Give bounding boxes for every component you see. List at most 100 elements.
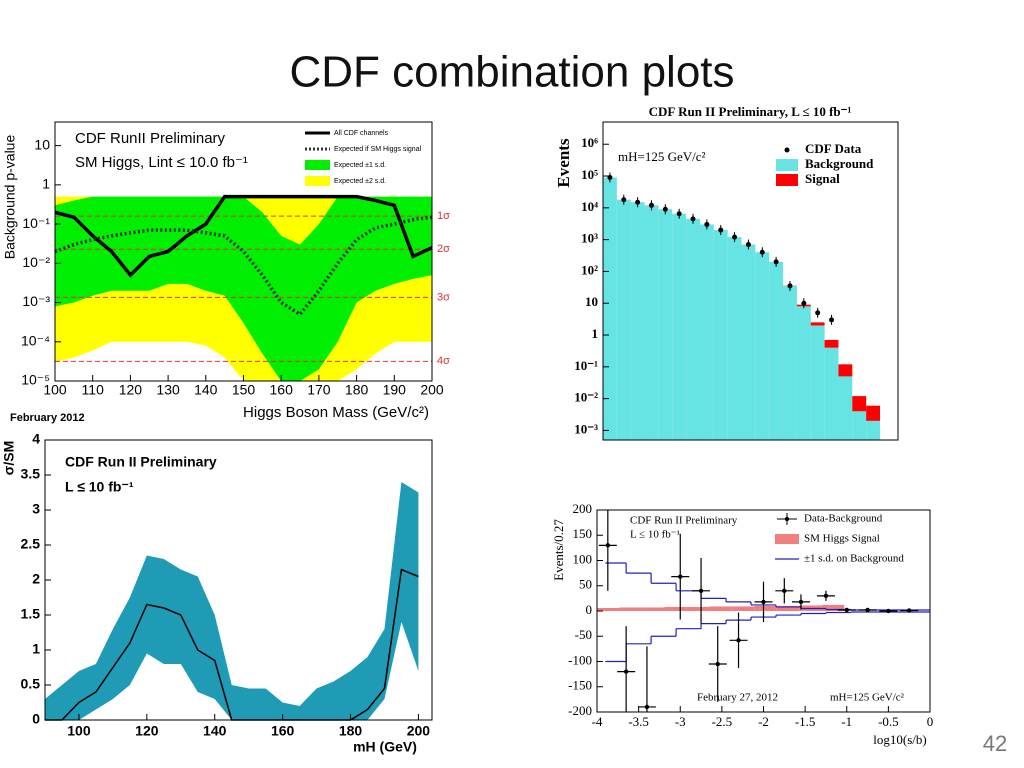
signal-bar	[776, 605, 800, 611]
y-tick-label: 10⁻⁵	[21, 372, 50, 388]
legend-label: Signal	[805, 171, 840, 186]
data-point	[621, 197, 627, 203]
legend-swatch	[776, 159, 798, 171]
y-tick-label: 3	[32, 501, 40, 517]
x-axis-label: Higgs Boson Mass (GeV/c²)	[243, 404, 429, 421]
y-tick-label: 10⁻³	[22, 293, 50, 309]
y-tick-label: 10⁶	[581, 135, 598, 150]
background-bar	[672, 213, 687, 440]
chart-subtitle: L ≤ 10 fb⁻¹	[630, 529, 680, 541]
x-tick-label: 100	[43, 382, 67, 398]
background-bar	[727, 237, 742, 440]
data-point	[798, 599, 804, 605]
annotation: mH=125 GeV/c²	[618, 149, 706, 164]
y-tick-label: 0	[586, 602, 593, 617]
series-line	[54, 194, 433, 278]
background-bar	[616, 199, 631, 440]
x-tick-label: 120	[119, 382, 143, 398]
data-point	[745, 242, 751, 248]
y-tick-label: 1	[32, 641, 40, 657]
background-bar	[713, 230, 728, 440]
y-tick-label: 10⁴	[581, 199, 598, 214]
data-point	[761, 599, 766, 605]
background-bar	[699, 224, 714, 440]
x-axis-label: log10(s/b)	[873, 732, 926, 747]
y-tick-label: 4	[32, 431, 40, 447]
y-tick-label: 200	[573, 501, 593, 516]
x-tick-label: -4	[592, 714, 603, 729]
data-point	[782, 588, 787, 593]
data-point	[801, 300, 807, 306]
limit-band	[45, 482, 419, 720]
data-point	[648, 202, 654, 208]
signal-bar	[810, 322, 825, 326]
signal-bar	[664, 606, 687, 611]
x-tick-label: 200	[407, 723, 431, 739]
legend-marker	[784, 516, 790, 522]
x-tick-label: 100	[67, 723, 91, 739]
background-bar	[769, 261, 784, 440]
x-tick-label: 200	[420, 382, 444, 398]
y-tick-label: 10⁻³	[574, 421, 598, 436]
legend-label: Expected ±2 s.d.	[334, 178, 386, 185]
y-axis-label: Events	[554, 138, 573, 188]
data-point	[906, 608, 912, 613]
signal-bar	[597, 607, 620, 611]
background-bar	[603, 177, 617, 440]
chart-title: CDF RunII Preliminary	[75, 130, 226, 147]
plot-frame	[602, 121, 899, 441]
x-tick-label: 110	[82, 382, 105, 398]
chart-subtitle: L ≤ 10 fb⁻¹	[65, 479, 134, 495]
sigma-label: 4σ	[437, 355, 450, 367]
slide-title: CDF combination plots	[289, 48, 734, 97]
data-point	[759, 249, 765, 255]
signal-bar	[838, 364, 853, 377]
y-axis-label: Background p-value	[2, 135, 18, 260]
sigma-label: 1σ	[437, 210, 450, 222]
y-tick-label: 10²	[581, 262, 598, 277]
x-tick-label: -3.5	[628, 714, 649, 729]
signal-bar	[866, 405, 880, 421]
data-point	[823, 593, 829, 599]
x-tick-label: 130	[156, 382, 180, 398]
y-tick-label: 10⁻²	[22, 254, 50, 270]
legend-swatch	[305, 176, 330, 186]
y-tick-label: 100	[573, 551, 593, 566]
x-tick-label: 140	[194, 382, 218, 398]
page-number: 42	[983, 731, 1007, 756]
y-tick-label: 3.5	[21, 466, 41, 482]
legend-label: Expected if SM Higgs signal	[334, 146, 422, 153]
x-tick-label: -1.5	[795, 714, 816, 729]
background-bar	[866, 420, 880, 440]
data-point	[678, 574, 683, 579]
x-tick-label: -3	[675, 714, 686, 729]
signal-bar	[824, 339, 839, 348]
background-bar	[755, 252, 770, 440]
legend-label: Data-Background	[804, 513, 883, 525]
y-axis-label: σ/SM	[1, 441, 17, 475]
y-tick-label: 10⁻²	[574, 390, 598, 405]
y-tick-label: 50	[579, 577, 592, 592]
y-tick-label: 10⁵	[581, 167, 598, 182]
legend-label: Background	[805, 156, 874, 171]
background-bar	[741, 244, 756, 440]
signal-bar	[852, 396, 867, 412]
y-tick-label: 0	[32, 711, 40, 727]
chart-title: CDF Run II Preliminary, L ≤ 10 fb⁻¹	[649, 104, 852, 119]
annotation: February 2012	[10, 412, 85, 424]
data-point	[698, 588, 704, 593]
y-tick-label: 0.5	[21, 676, 41, 692]
background-bar	[658, 209, 673, 440]
x-tick-label: -1	[841, 714, 852, 729]
y-tick-label: 10⁻¹	[22, 215, 50, 231]
y-axis-label: Events/0.27	[551, 519, 566, 581]
sigma-label: 2σ	[437, 243, 450, 255]
x-tick-label: 150	[232, 382, 256, 398]
y-tick-label: 150	[573, 526, 593, 541]
data-point	[704, 221, 710, 227]
x-tick-label: -2.5	[712, 714, 733, 729]
data-point	[715, 661, 720, 667]
legend-label: SM Higgs Signal	[804, 533, 880, 545]
data-point	[886, 608, 891, 614]
